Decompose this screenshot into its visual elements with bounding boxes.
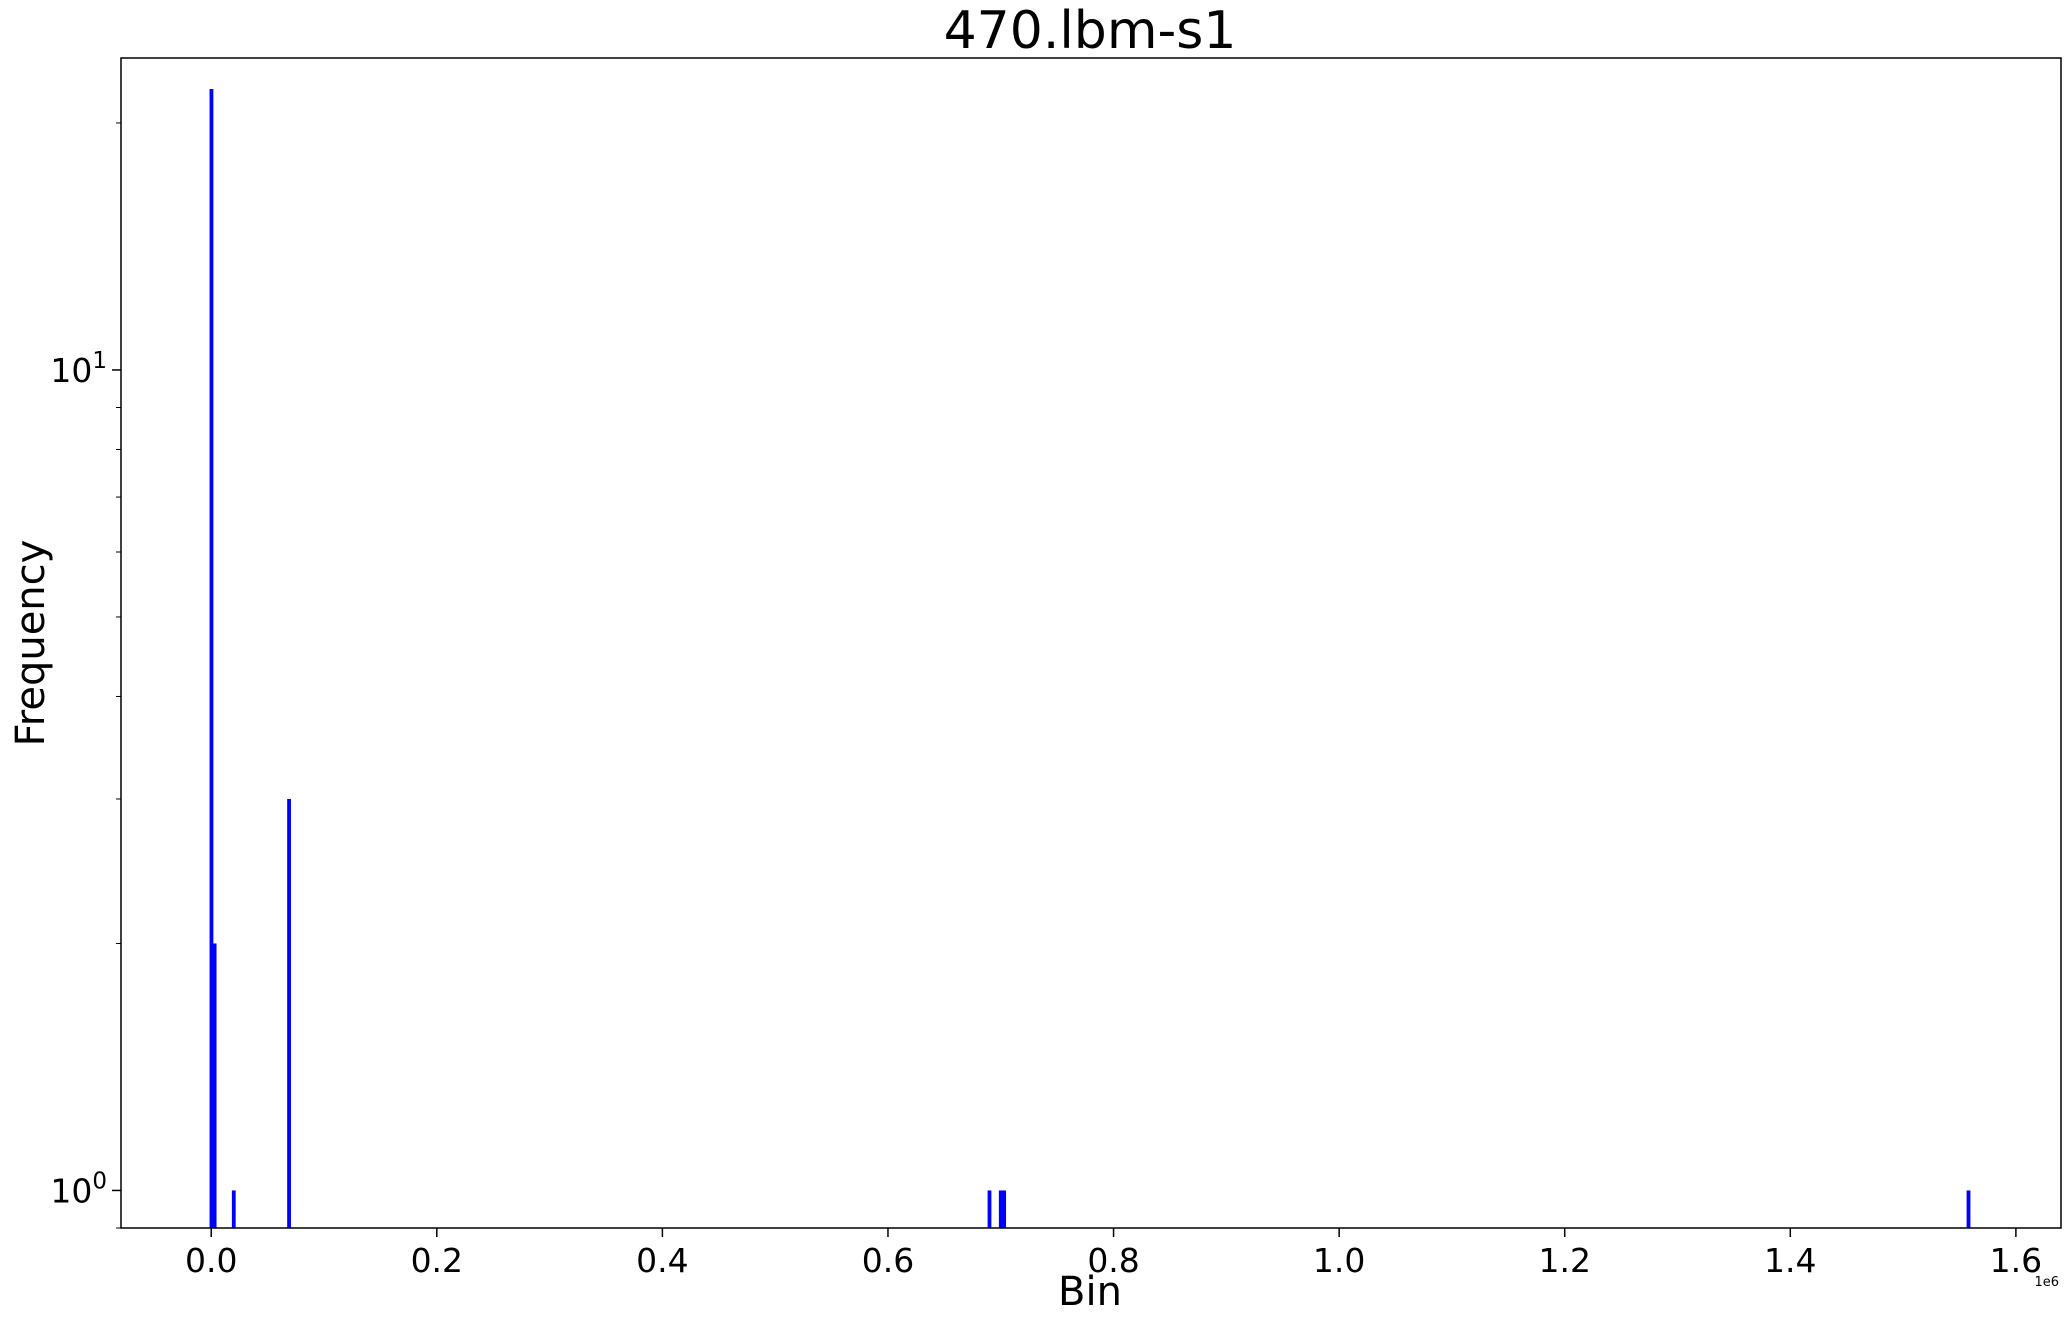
x-tick-label: 0.4: [636, 1241, 688, 1280]
x-tick-label: 1.4: [1764, 1241, 1816, 1280]
y-tick-label: 101: [50, 348, 107, 390]
x-axis-offset-label: 1e6: [2034, 1275, 2059, 1290]
histogram-bar: [287, 798, 291, 1228]
plot-frame: [120, 57, 2062, 1229]
histogram-bar: [209, 89, 214, 1228]
histogram-bar: [1002, 1190, 1007, 1228]
x-axis-ticks: 0.0 0.2 0.4 0.6 0.8 1.0 1.2 1.4 1.6: [185, 1228, 2042, 1280]
x-axis-label: Bin: [1058, 1269, 1122, 1315]
histogram-bar: [231, 1190, 236, 1228]
x-tick-label: 1.0: [1313, 1241, 1365, 1280]
bar-series: [209, 89, 1971, 1228]
x-tick-label: 0.8: [1087, 1241, 1139, 1280]
histogram-bar: [987, 1190, 992, 1228]
histogram-bar: [212, 943, 217, 1228]
x-tick-label: 1.2: [1538, 1241, 1590, 1280]
x-tick-label: 0.6: [862, 1241, 914, 1280]
x-tick-label: 0.0: [185, 1241, 237, 1280]
y-axis-label: Frequency: [8, 540, 54, 747]
chart-title: 470.lbm-s1: [944, 1, 1237, 61]
y-tick-label: 100: [50, 1168, 107, 1210]
x-tick-label: 1.6: [1990, 1241, 2042, 1280]
x-tick-label: 0.2: [411, 1241, 463, 1280]
y-axis-ticks: 100 101: [50, 122, 121, 1229]
histogram-bar: [998, 1190, 1003, 1228]
histogram-bar: [1966, 1190, 1971, 1228]
